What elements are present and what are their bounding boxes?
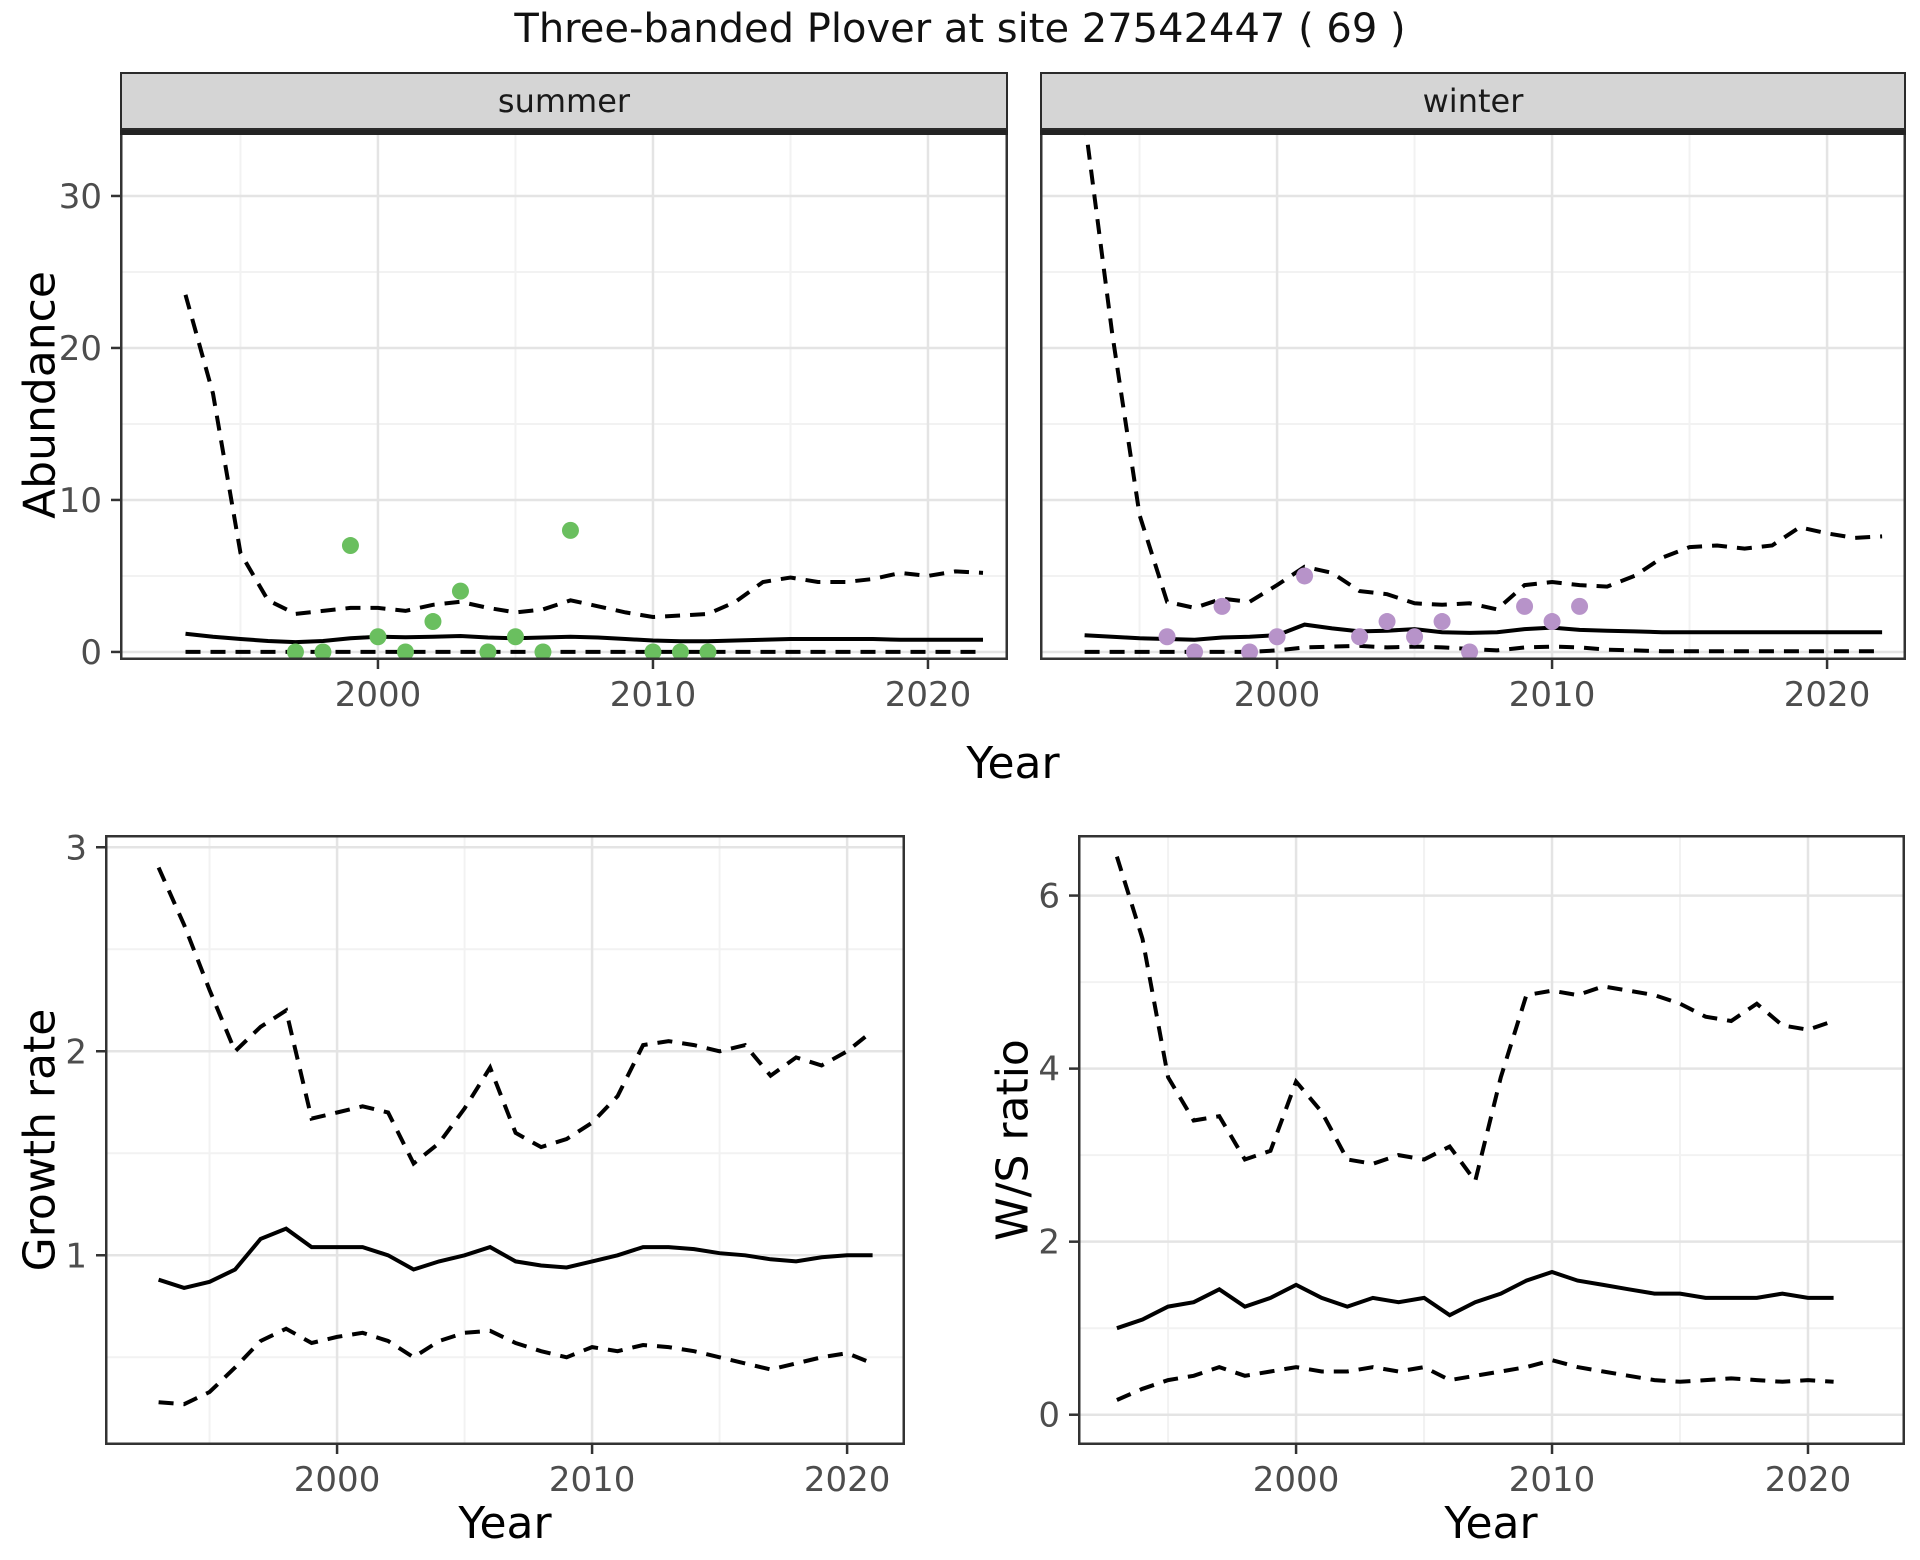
abundance-winter-panel: 2000 2010 2020 (1040, 130, 1906, 715)
abundance-summer-observed-point (479, 643, 497, 660)
abundance-summer-observed-point (644, 643, 662, 660)
x-axis-title-year-top: Year (966, 738, 1060, 789)
x-axis-title-year-bottom-right: Year (1444, 1498, 1538, 1549)
abundance-summer-x-tick-label: 2020 (885, 675, 972, 715)
abundance-winter-x-tick-label: 2000 (1234, 675, 1321, 715)
abundance-summer-x-tick-label: 2000 (335, 675, 422, 715)
abundance-winter-observed-point (1461, 643, 1479, 660)
ws-x-tick-label: 2020 (1765, 1460, 1852, 1500)
ws-x-tick-label: 2010 (1509, 1460, 1596, 1500)
abundance-winter-observed-point (1378, 613, 1396, 631)
growth-x-tick-label: 2020 (804, 1460, 891, 1500)
growth-rate-panel: 2000 2010 2020 1 2 3 (65, 828, 905, 1500)
abundance-winter-observed-point (1406, 628, 1424, 646)
abundance-winter-svg: 2000 2010 2020 (1040, 130, 1906, 715)
growth-svg: 2000 2010 2020 1 2 3 (65, 828, 905, 1500)
ws-y-tick-label: 4 (1038, 1050, 1060, 1090)
abundance-summer-y-tick-label: 10 (59, 481, 102, 521)
abundance-winter-lower95-line (1084, 643, 1883, 654)
abundance-winter-x-tick-label: 2010 (1509, 675, 1596, 715)
abundance-winter-observed-point (1433, 613, 1451, 631)
abundance-summer-y-tick-label: 30 (59, 177, 102, 217)
y-axis-title-abundance: Abundance (14, 271, 66, 519)
abundance-summer-observed-point (396, 643, 414, 660)
abundance-winter-observed-point (1268, 628, 1286, 646)
abundance-winter-observed-point (1351, 628, 1369, 646)
page-title: Three-banded Plover at site 27542447 ( 6… (514, 6, 1406, 52)
growth-lower95-line (158, 1326, 874, 1407)
abundance-winter-observed-point (1158, 628, 1176, 646)
abundance-summer-observed-point (699, 643, 717, 660)
ws-y-tick-label: 6 (1038, 877, 1060, 917)
x-axis-title-year-bottom-left: Year (458, 1498, 552, 1549)
abundance-summer-observed-point (671, 643, 689, 660)
abundance-winter-observed-point (1296, 567, 1314, 585)
growth-y-tick-label: 2 (65, 1032, 87, 1072)
growth-upper95-line (156, 866, 874, 1167)
facet-strip-summer: summer (120, 72, 1008, 130)
ws-y-tick-label: 2 (1038, 1223, 1060, 1263)
abundance-winter-observed-point (1543, 613, 1561, 631)
ws-ratio-panel: 2000 2010 2020 0 2 4 6 (1038, 835, 1905, 1500)
abundance-summer-observed-point (286, 643, 304, 660)
abundance-winter-observed-point (1516, 597, 1534, 615)
y-axis-title-growth-rate: Growth rate (14, 1008, 66, 1272)
growth-x-tick-label: 2000 (294, 1460, 381, 1500)
abundance-winter-observed-point (1571, 597, 1589, 615)
y-axis-title-ws-ratio: W/S ratio (987, 1039, 1039, 1241)
facet-strip-winter: winter (1040, 72, 1906, 130)
abundance-winter-observed-point (1186, 643, 1204, 660)
ws-svg: 2000 2010 2020 0 2 4 6 (1038, 835, 1905, 1500)
abundance-summer-svg: 2000 2010 2020 0 10 20 30 (59, 130, 1008, 715)
abundance-winter-median-line (1084, 622, 1883, 642)
abundance-summer-observed-point (534, 643, 552, 660)
growth-x-tick-label: 2010 (549, 1460, 636, 1500)
growth-y-tick-label: 1 (65, 1236, 87, 1276)
abundance-summer-observed-point (506, 628, 524, 646)
abundance-summer-y-tick-label: 0 (80, 633, 102, 673)
abundance-summer-y-tick-label: 20 (59, 329, 102, 369)
abundance-summer-observed-point (424, 613, 442, 631)
ws-x-tick-label: 2000 (1253, 1460, 1340, 1500)
abundance-summer-panel: 2000 2010 2020 0 10 20 30 (59, 130, 1008, 715)
abundance-winter-observed-point (1213, 597, 1231, 615)
facet-label-summer: summer (497, 82, 631, 120)
abundance-summer-x-tick-label: 2010 (610, 675, 697, 715)
abundance-summer-observed-point (369, 628, 387, 646)
ws-upper95-line (1114, 856, 1835, 1186)
abundance-summer-median-line (185, 631, 983, 645)
growth-y-tick-label: 3 (65, 828, 87, 868)
abundance-winter-observed-point (1241, 643, 1259, 660)
ws-y-tick-label: 0 (1038, 1396, 1060, 1436)
abundance-summer-observed-point (341, 537, 359, 555)
facet-label-winter: winter (1422, 82, 1524, 120)
growth-median-line (157, 1226, 873, 1290)
ws-lower95-line (1116, 1358, 1834, 1402)
ws-median-line (1116, 1269, 1834, 1331)
abundance-winter-upper95-line (1083, 130, 1883, 612)
abundance-summer-observed-point (451, 582, 469, 600)
abundance-summer-observed-point (561, 521, 579, 539)
abundance-winter-x-tick-label: 2020 (1784, 675, 1871, 715)
abundance-summer-observed-point (314, 643, 332, 660)
